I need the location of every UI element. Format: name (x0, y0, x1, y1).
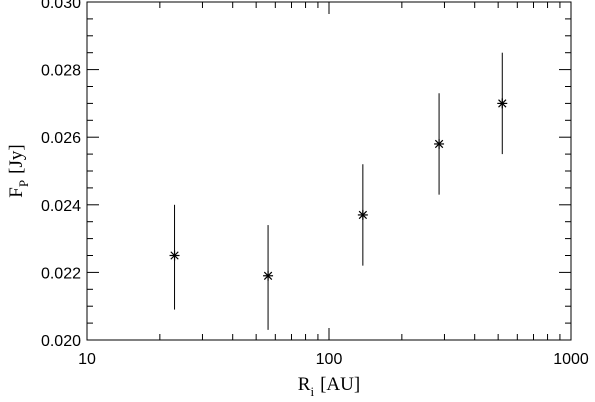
tick-labels: 10 100 1000 0.020 0.022 0.024 0.026 0.028 0.030 (41, 0, 589, 368)
y-tick-label: 0.030 (41, 0, 81, 12)
x-tick-label: 100 (316, 351, 343, 368)
x-axis-label-sub: i (310, 384, 314, 399)
asterisk-marker (357, 209, 368, 220)
y-tick-label: 0.020 (41, 333, 81, 350)
x-tick-label: 10 (78, 351, 96, 368)
plot-frame (86, 1, 572, 341)
data-points (169, 52, 508, 330)
y-tick-label: 0.028 (41, 63, 81, 80)
asterisk-marker (497, 98, 508, 109)
x-axis-label-main: R (298, 374, 311, 395)
y-axis-label-unit: [Jy] (6, 144, 27, 174)
axis-ticks (86, 1, 572, 341)
y-axis-label-main: F (6, 187, 27, 198)
asterisk-marker (434, 138, 445, 149)
x-axis-label: Ri [AU] (298, 374, 360, 399)
y-tick-label: 0.022 (41, 265, 81, 282)
data-point (434, 93, 445, 195)
y-axis-label-sub: P (16, 180, 31, 187)
asterisk-marker (169, 250, 180, 261)
y-axis-label: FP [Jy] (6, 144, 31, 197)
y-tick-label: 0.026 (41, 130, 81, 147)
data-point (497, 52, 508, 155)
data-point (263, 225, 274, 330)
x-tick-label: 1000 (553, 351, 589, 368)
y-tick-label: 0.024 (41, 198, 81, 215)
asterisk-marker (263, 270, 274, 281)
data-point (169, 204, 180, 310)
x-axis-label-unit: [AU] (320, 374, 360, 395)
data-point (357, 164, 368, 266)
